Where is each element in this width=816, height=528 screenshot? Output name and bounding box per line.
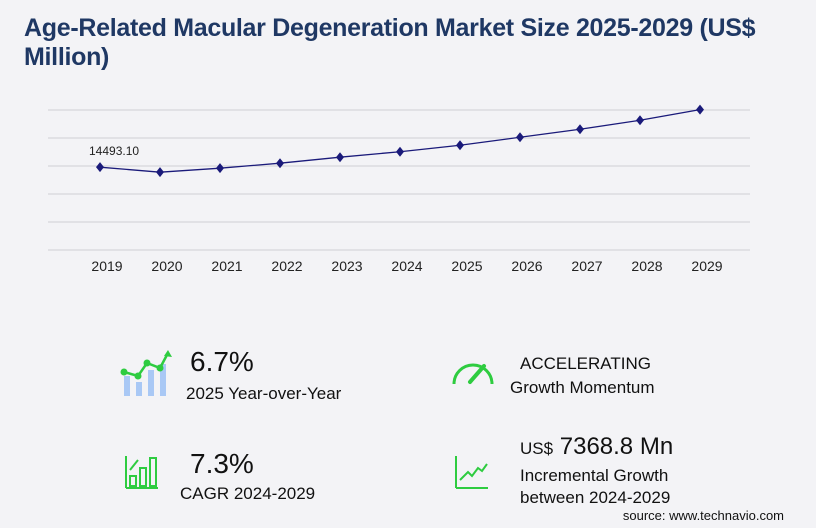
x-tick-label: 2021: [211, 258, 242, 274]
cagr-label: CAGR 2024-2029: [180, 484, 316, 503]
data-point: [276, 158, 284, 169]
page-title: Age-Related Macular Degeneration Market …: [24, 14, 756, 71]
x-tick-label: 2023: [331, 258, 362, 274]
incremental-label-1: Incremental Growth: [520, 466, 669, 485]
data-point: [336, 152, 344, 163]
data-point: [396, 146, 404, 157]
yoy-label: 2025 Year-over-Year: [186, 384, 342, 403]
x-tick-label: 2019: [91, 258, 122, 274]
x-tick-label: 2026: [511, 258, 542, 274]
speedometer-icon: [452, 363, 494, 385]
series-line: [99, 108, 701, 173]
momentum-label: Growth Momentum: [510, 378, 655, 397]
data-point: [456, 140, 464, 151]
cagr-value: 7.3%: [190, 448, 254, 479]
data-point: [156, 167, 164, 178]
data-point: [576, 124, 584, 135]
incremental-label-2: between 2024-2029: [520, 488, 671, 507]
data-point: [696, 104, 704, 115]
growth-chart-icon: [120, 350, 172, 396]
x-tick-label: 2028: [631, 258, 662, 274]
momentum-value: ACCELERATING: [520, 354, 651, 373]
x-tick-label: 2027: [571, 258, 602, 274]
data-point: [636, 115, 644, 126]
data-point: [216, 163, 224, 174]
x-tick-label: 2024: [391, 258, 422, 274]
trend-up-icon: [455, 456, 488, 489]
x-tick-label: 2029: [691, 258, 722, 274]
x-tick-label: 2020: [151, 258, 182, 274]
incremental-value: US$ 7368.8 Mn: [520, 433, 673, 461]
line-chart: 2019 2020 2021 2022 2023 2024 2025 2026 2027 2028…: [48, 104, 750, 274]
x-tick-label: 2025: [451, 258, 482, 274]
source-text: source: www.technavio.com: [622, 508, 784, 523]
data-label: 14493.10: [89, 144, 139, 158]
data-point: [516, 132, 524, 143]
x-tick-label: 2022: [271, 258, 302, 274]
bar-growth-icon: [125, 456, 158, 489]
currency-prefix: US$: [520, 439, 554, 458]
yoy-value: 6.7%: [190, 346, 254, 377]
incremental-amount: 7368.8 Mn: [559, 433, 674, 460]
data-point: [96, 162, 104, 173]
